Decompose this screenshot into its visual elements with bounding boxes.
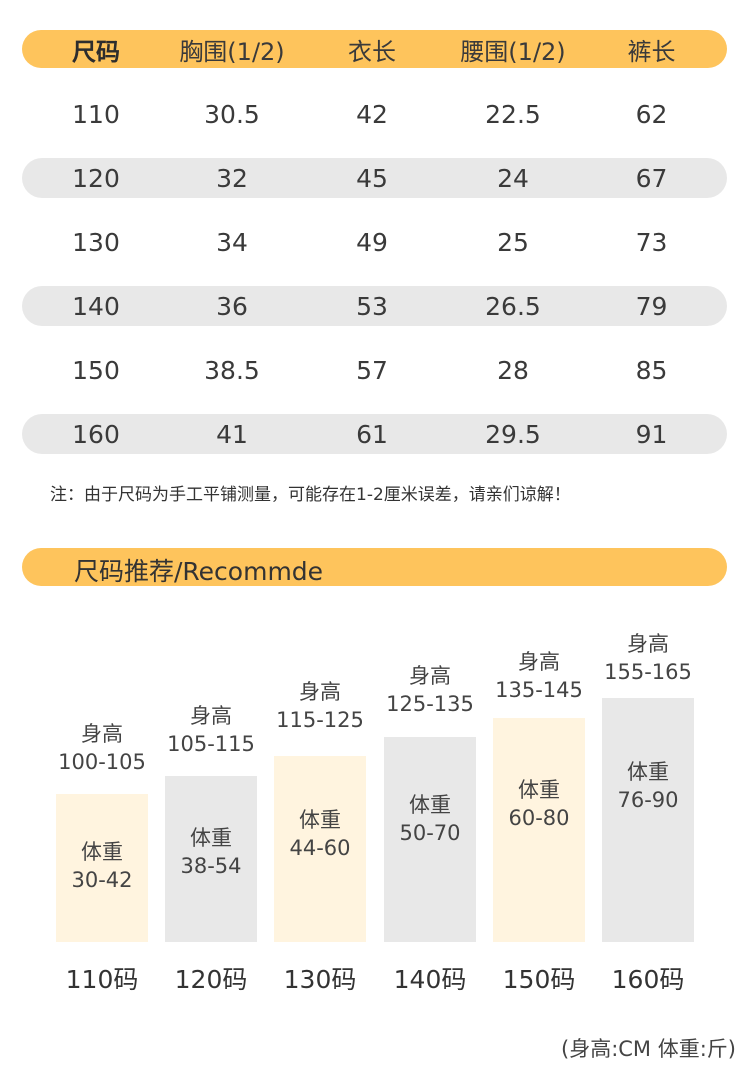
height-range: 105-115: [167, 732, 255, 756]
recommend-bar: 体重 30-42: [56, 794, 148, 942]
table-cell: 160: [72, 419, 120, 449]
table-cell: 30.5: [204, 99, 260, 129]
weight-label: 体重 50-70: [384, 791, 476, 847]
height-prefix: 身高: [81, 722, 123, 746]
table-cell: 42: [356, 99, 388, 129]
recommend-bar: 体重 44-60: [274, 756, 366, 942]
table-cell: 22.5: [485, 99, 541, 129]
table-cell: 61: [356, 419, 388, 449]
table-cell: 85: [635, 355, 668, 385]
size-label: 110码: [65, 965, 139, 994]
size-table: 尺码 胸围(1/2) 衣长 腰围(1/2) 裤长 110 30.5 42 22.…: [22, 30, 727, 478]
unit-note: (身高:CM 体重:斤): [561, 1037, 736, 1061]
table-cell: 36: [216, 291, 248, 321]
weight-range: 38-54: [180, 854, 242, 878]
table-row: 130 34 49 25 73: [22, 222, 727, 262]
height-prefix: 身高: [409, 664, 451, 688]
table-cell: 45: [356, 163, 388, 193]
height-range: 115-125: [276, 708, 364, 732]
weight-prefix: 体重: [627, 760, 669, 784]
weight-range: 44-60: [289, 836, 351, 860]
table-cell: 25: [497, 227, 529, 257]
height-label: 身高 155-165: [578, 630, 718, 686]
table-cell: 110: [72, 99, 120, 129]
header-length: 衣长: [348, 37, 396, 66]
height-label: 身高 125-135: [360, 662, 500, 718]
table-cell: 29.5: [485, 419, 541, 449]
weight-label: 体重 30-42: [56, 838, 148, 894]
weight-range: 76-90: [617, 788, 679, 812]
weight-range: 30-42: [71, 868, 133, 892]
weight-label: 体重 38-54: [165, 824, 257, 880]
recommend-bar: 体重 38-54: [165, 776, 257, 942]
table-cell: 57: [356, 355, 388, 385]
measurement-note: 注：由于尺码为手工平铺测量，可能存在1-2厘米误差，请亲们谅解！: [50, 485, 571, 505]
recommend-bar: 体重 76-90: [602, 698, 694, 942]
header-chest: 胸围(1/2): [179, 37, 285, 66]
weight-prefix: 体重: [518, 778, 560, 802]
table-cell: 53: [356, 291, 388, 321]
size-table-header: 尺码 胸围(1/2) 衣长 腰围(1/2) 裤长: [22, 30, 727, 68]
recommend-title: 尺码推荐/Recommde: [74, 557, 324, 586]
size-label: 120码: [174, 965, 248, 994]
header-waist: 腰围(1/2): [460, 37, 566, 66]
table-cell: 24: [497, 163, 529, 193]
table-cell: 32: [216, 163, 248, 193]
header-pants-length: 裤长: [627, 37, 676, 66]
weight-prefix: 体重: [81, 840, 123, 864]
height-label: 身高 115-125: [250, 678, 390, 734]
table-cell: 91: [635, 419, 668, 449]
height-label: 身高 105-115: [141, 702, 281, 758]
height-label: 身高 100-105: [32, 720, 172, 776]
table-cell: 38.5: [204, 355, 260, 385]
table-cell: 49: [356, 227, 388, 257]
height-range: 135-145: [495, 678, 583, 702]
height-prefix: 身高: [627, 632, 669, 656]
recommend-bar: 体重 60-80: [493, 718, 585, 942]
weight-prefix: 体重: [190, 826, 232, 850]
table-row: 150 38.5 57 28 85: [22, 350, 727, 390]
weight-range: 50-70: [399, 821, 461, 845]
weight-prefix: 体重: [299, 808, 341, 832]
table-row: 140 36 53 26.5 79: [22, 286, 727, 326]
table-cell: 130: [72, 227, 120, 257]
header-size: 尺码: [72, 37, 120, 66]
height-prefix: 身高: [299, 680, 341, 704]
weight-label: 体重 44-60: [274, 806, 366, 862]
table-cell: 28: [497, 355, 529, 385]
size-label: 150码: [502, 965, 576, 994]
table-row: 160 41 61 29.5 91: [22, 414, 727, 454]
table-cell: 79: [635, 291, 668, 321]
recommend-header: 尺码推荐/Recommde: [22, 548, 727, 586]
height-range: 100-105: [58, 750, 146, 774]
height-range: 125-135: [386, 692, 474, 716]
table-cell: 140: [72, 291, 120, 321]
table-cell: 62: [635, 99, 668, 129]
recommend-bar: 体重 50-70: [384, 737, 476, 942]
table-cell: 34: [216, 227, 248, 257]
table-row: 120 32 45 24 67: [22, 158, 727, 198]
weight-label: 体重 76-90: [602, 758, 694, 814]
size-label: 160码: [611, 965, 685, 994]
table-cell: 150: [72, 355, 120, 385]
height-range: 155-165: [604, 660, 692, 684]
table-cell: 120: [72, 163, 120, 193]
size-label: 130码: [283, 965, 357, 994]
height-prefix: 身高: [518, 650, 560, 674]
weight-label: 体重 60-80: [493, 776, 585, 832]
table-row: 110 30.5 42 22.5 62: [22, 94, 727, 134]
height-label: 身高 135-145: [469, 648, 609, 704]
table-cell: 26.5: [485, 291, 541, 321]
size-label: 140码: [393, 965, 467, 994]
weight-range: 60-80: [508, 806, 570, 830]
weight-prefix: 体重: [409, 793, 451, 817]
table-cell: 73: [635, 227, 668, 257]
table-cell: 67: [635, 163, 668, 193]
height-prefix: 身高: [190, 704, 232, 728]
table-cell: 41: [216, 419, 248, 449]
